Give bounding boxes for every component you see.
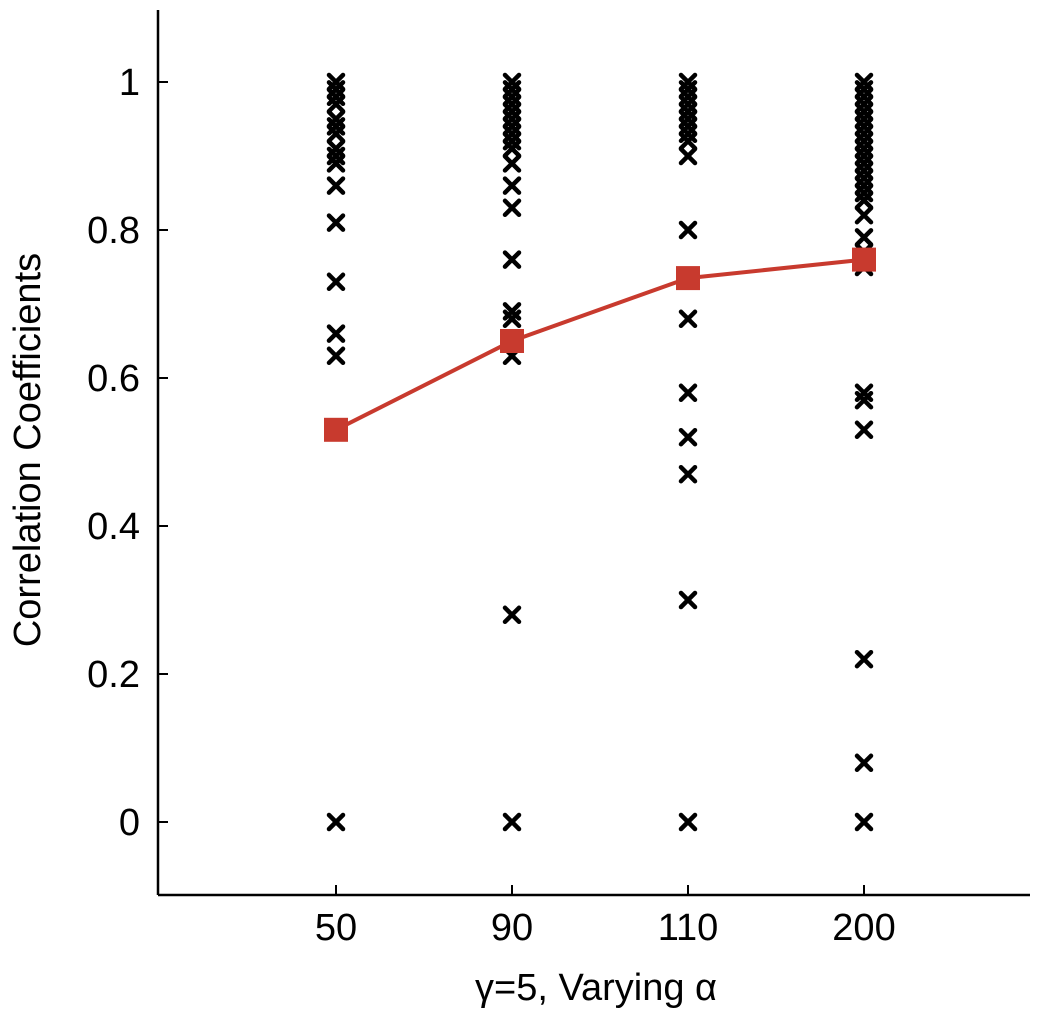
x-axis-title: γ=5, Varying α [475, 967, 717, 1009]
scatter-point [502, 309, 522, 329]
y-tick-label: 1 [119, 62, 140, 104]
mean-marker [676, 266, 700, 291]
mean-marker [500, 329, 524, 353]
scatter-point [678, 464, 698, 484]
scatter-point [678, 590, 698, 610]
scatter-point [502, 198, 522, 218]
scatter-point [854, 205, 874, 225]
y-tick-label: 0.4 [87, 506, 140, 548]
scatter-point [854, 191, 874, 210]
scatter-point [502, 250, 522, 269]
scatter-point [326, 812, 346, 832]
scatter-point [854, 753, 874, 773]
scatter-point [326, 124, 346, 144]
scatter-point [502, 176, 522, 195]
x-tick-label: 50 [315, 907, 357, 949]
scatter-point [854, 420, 874, 440]
scatter-point [678, 383, 698, 403]
scatter-point [502, 812, 522, 832]
scatter-point [326, 154, 346, 173]
mean-marker [852, 247, 876, 272]
x-tick-label: 110 [658, 907, 719, 949]
axes [156, 10, 1030, 897]
scatter-point [326, 176, 346, 195]
scatter-point [326, 94, 346, 114]
scatter-point [678, 427, 698, 447]
mean-line [335, 257, 865, 432]
y-tick-label: 0 [119, 802, 140, 844]
scatter-point [678, 309, 698, 329]
scatter-point [678, 220, 698, 240]
scatter-point [678, 131, 698, 151]
tick-labels: 0 0.2 0.4 0.6 0.8 1 50 90 110 200 [87, 62, 896, 949]
scatter-points [326, 72, 874, 832]
scatter-point [326, 346, 346, 366]
scatter-point [678, 146, 698, 166]
scatter-point [326, 324, 346, 343]
scatter-point [678, 812, 698, 832]
scatter-point [326, 213, 346, 232]
y-tick-label: 0.6 [87, 358, 140, 400]
y-tick-label: 0.8 [87, 210, 140, 252]
y-axis-title: Correlation Coefficients [7, 253, 49, 647]
scatter-point [854, 228, 874, 247]
scatter-point [502, 139, 522, 158]
x-tick-label: 90 [491, 907, 533, 949]
scatter-point [854, 812, 874, 832]
scatter-point [502, 605, 522, 625]
scatter-point [502, 154, 522, 173]
scatter-point [854, 649, 874, 669]
mean-marker [324, 417, 348, 442]
scatter-point [854, 390, 874, 410]
scatter-point [326, 272, 346, 292]
y-tick-label: 0.2 [87, 654, 140, 696]
mean-line-series [324, 247, 876, 442]
x-tick-label: 200 [832, 907, 895, 949]
